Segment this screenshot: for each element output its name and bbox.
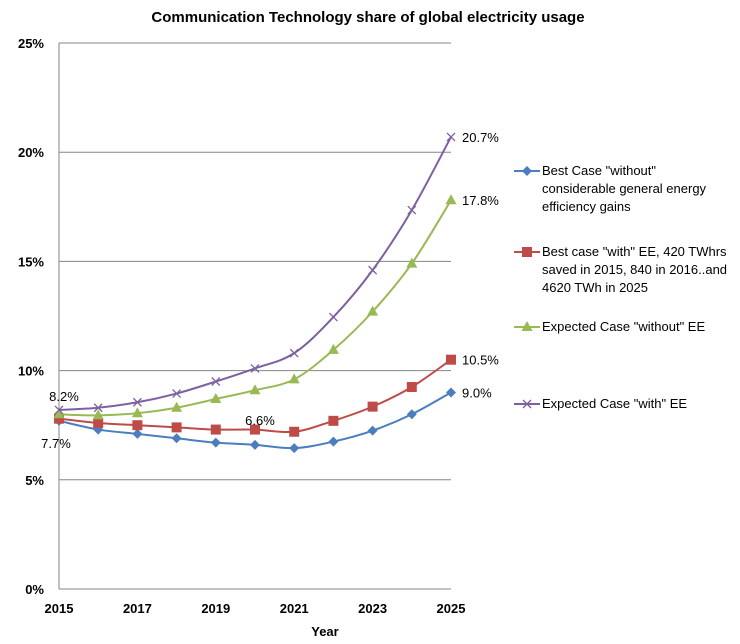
triangle-marker (92, 409, 104, 420)
square-marker (446, 354, 456, 365)
diamond-marker (250, 439, 260, 450)
triangle-marker (445, 194, 457, 205)
square-marker (132, 420, 143, 431)
x-marker-stroke (93, 403, 103, 413)
x-tick-label: 2019 (201, 601, 230, 616)
x-marker-stroke (54, 405, 64, 415)
y-tick-label: 10% (18, 364, 44, 379)
diamond-marker (210, 437, 221, 448)
x-axis-label: Year (311, 624, 338, 639)
data-labels: 8.2% 7.7% 6.6% 20.7% 17.8% 10.5% 9.0% (41, 130, 499, 451)
triangle-marker (288, 373, 300, 384)
data-label: 6.6% (245, 413, 275, 428)
diamond-marker (289, 443, 300, 454)
axes: 0% 5% 10% 15% 20% 25% 2015 2017 2019 2021 2023 2025 (18, 36, 465, 616)
x-tick-label: 2023 (358, 601, 387, 616)
legend-label: Expected Case "with" EE (542, 396, 688, 411)
y-tick-label: 25% (18, 36, 44, 51)
square-marker (171, 422, 182, 433)
legend-label: Expected Case "without" EE (542, 319, 706, 334)
chart-title: Communication Technology share of global… (151, 9, 584, 26)
data-label: 17.8% (462, 193, 499, 208)
x-marker (407, 205, 417, 215)
legend-label: Best case "with" EE, 420 TWhrs saved in … (542, 244, 728, 295)
triangle-marker (171, 401, 183, 412)
triangle-marker (210, 392, 222, 403)
x-marker-stroke (211, 377, 221, 386)
x-tick-label: 2025 (437, 601, 466, 616)
x-marker-stroke (407, 205, 417, 215)
gridlines (59, 42, 451, 481)
triangle-marker (53, 408, 65, 419)
x-tick-label: 2015 (45, 601, 74, 616)
data-label: 8.2% (49, 389, 79, 404)
diamond-marker (132, 428, 143, 439)
x-marker (172, 389, 182, 398)
x-marker (54, 405, 64, 415)
diamond-marker (367, 425, 378, 436)
y-tick-label: 15% (18, 254, 44, 269)
x-marker-stroke (446, 132, 456, 142)
square-marker (328, 415, 339, 426)
square-marker (289, 426, 300, 437)
square-marker (522, 247, 532, 257)
y-tick-label: 20% (18, 145, 44, 160)
y-tick-label: 0% (25, 582, 44, 597)
data-label: 9.0% (462, 385, 492, 400)
triangle-marker (406, 257, 418, 268)
square-marker (54, 413, 64, 424)
x-marker-stroke (250, 363, 260, 373)
series-lines (53, 132, 457, 454)
x-marker (93, 403, 103, 413)
legend-marker (514, 321, 540, 331)
triangle-marker (249, 384, 261, 395)
triangle-marker (327, 343, 339, 354)
triangle-marker (521, 321, 533, 331)
x-marker (132, 397, 142, 407)
diamond-marker (328, 436, 339, 447)
x-marker-stroke (368, 265, 378, 275)
x-marker-stroke (328, 312, 338, 322)
x-marker-stroke (132, 397, 142, 407)
x-marker (368, 265, 378, 275)
square-marker (250, 424, 260, 435)
x-marker (328, 312, 338, 322)
x-marker (289, 348, 299, 358)
diamond-marker (171, 433, 182, 444)
x-tick-label: 2021 (280, 601, 309, 616)
data-label: 10.5% (462, 353, 499, 368)
x-marker-stroke (172, 389, 182, 398)
square-marker (406, 381, 417, 392)
diamond-marker (446, 387, 456, 398)
series-line-3 (58, 136, 452, 411)
legend-marker (514, 399, 540, 409)
square-marker (93, 418, 104, 429)
legend-marker (514, 166, 540, 176)
series-line-2 (58, 199, 452, 417)
square-marker (367, 401, 378, 412)
legend-label: Best Case "without" considerable general… (542, 163, 707, 214)
diamond-marker (406, 409, 417, 420)
triangle-marker (131, 407, 143, 418)
x-marker (446, 132, 456, 142)
data-label: 20.7% (462, 130, 499, 145)
x-marker (250, 363, 260, 373)
data-label: 7.7% (41, 436, 71, 451)
y-tick-label: 5% (25, 473, 44, 488)
x-marker-stroke (289, 348, 299, 358)
legend-marker (514, 247, 540, 257)
square-marker (210, 424, 221, 435)
triangle-marker (367, 305, 379, 316)
x-marker (522, 399, 532, 409)
x-tick-label: 2017 (123, 601, 152, 616)
x-marker (211, 377, 221, 386)
diamond-marker (522, 166, 532, 176)
x-marker-stroke (522, 399, 532, 409)
